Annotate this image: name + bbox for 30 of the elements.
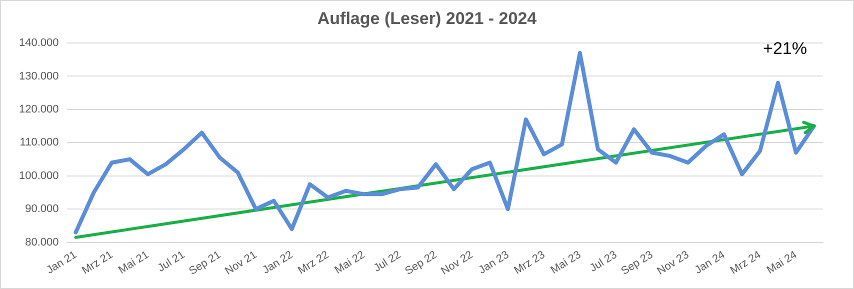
x-tick-label: Jan 24 — [692, 248, 728, 277]
y-tick-label: 80.000 — [25, 236, 59, 248]
x-tick-label: Mrz 24 — [728, 248, 764, 277]
x-tick-label: Nov 23 — [655, 248, 692, 278]
x-tick-label: Mai 22 — [332, 248, 368, 277]
x-tick-label: Nov 21 — [223, 248, 260, 278]
y-tick-label: 140.000 — [18, 37, 59, 50]
x-tick-label: Jul 23 — [588, 248, 620, 275]
chart-title: Auflage (Leser) 2021 - 2024 — [316, 9, 538, 29]
y-tick-label: 100.000 — [18, 170, 59, 182]
x-tick-label: Jul 21 — [156, 248, 187, 275]
x-tick-label: Mrz 21 — [80, 248, 115, 277]
y-tick-label: 90.000 — [25, 203, 59, 216]
x-tick-label: Mai 24 — [764, 248, 800, 277]
x-tick-label: Sep 23 — [619, 248, 656, 278]
x-tick-label: Sep 22 — [403, 248, 440, 278]
annotation: +21% — [763, 39, 807, 59]
x-tick-label: Jul 22 — [372, 248, 404, 275]
y-tick-label: 120.000 — [18, 103, 59, 116]
x-tick-label: Jan 23 — [476, 248, 512, 277]
x-tick-label: Nov 22 — [439, 248, 476, 278]
y-tick-label: 130.000 — [18, 70, 59, 82]
x-tick-label: Mai 23 — [548, 248, 584, 277]
x-tick-label: Jan 22 — [260, 248, 296, 277]
x-tick-label: Sep 21 — [187, 248, 224, 278]
x-tick-label: Mrz 22 — [296, 248, 332, 277]
y-tick-label: 110.000 — [20, 136, 59, 149]
x-tick-label: Mai 21 — [116, 248, 151, 277]
x-tick-label: Mrz 23 — [512, 248, 548, 277]
x-tick-label: Jan 21 — [44, 248, 79, 277]
